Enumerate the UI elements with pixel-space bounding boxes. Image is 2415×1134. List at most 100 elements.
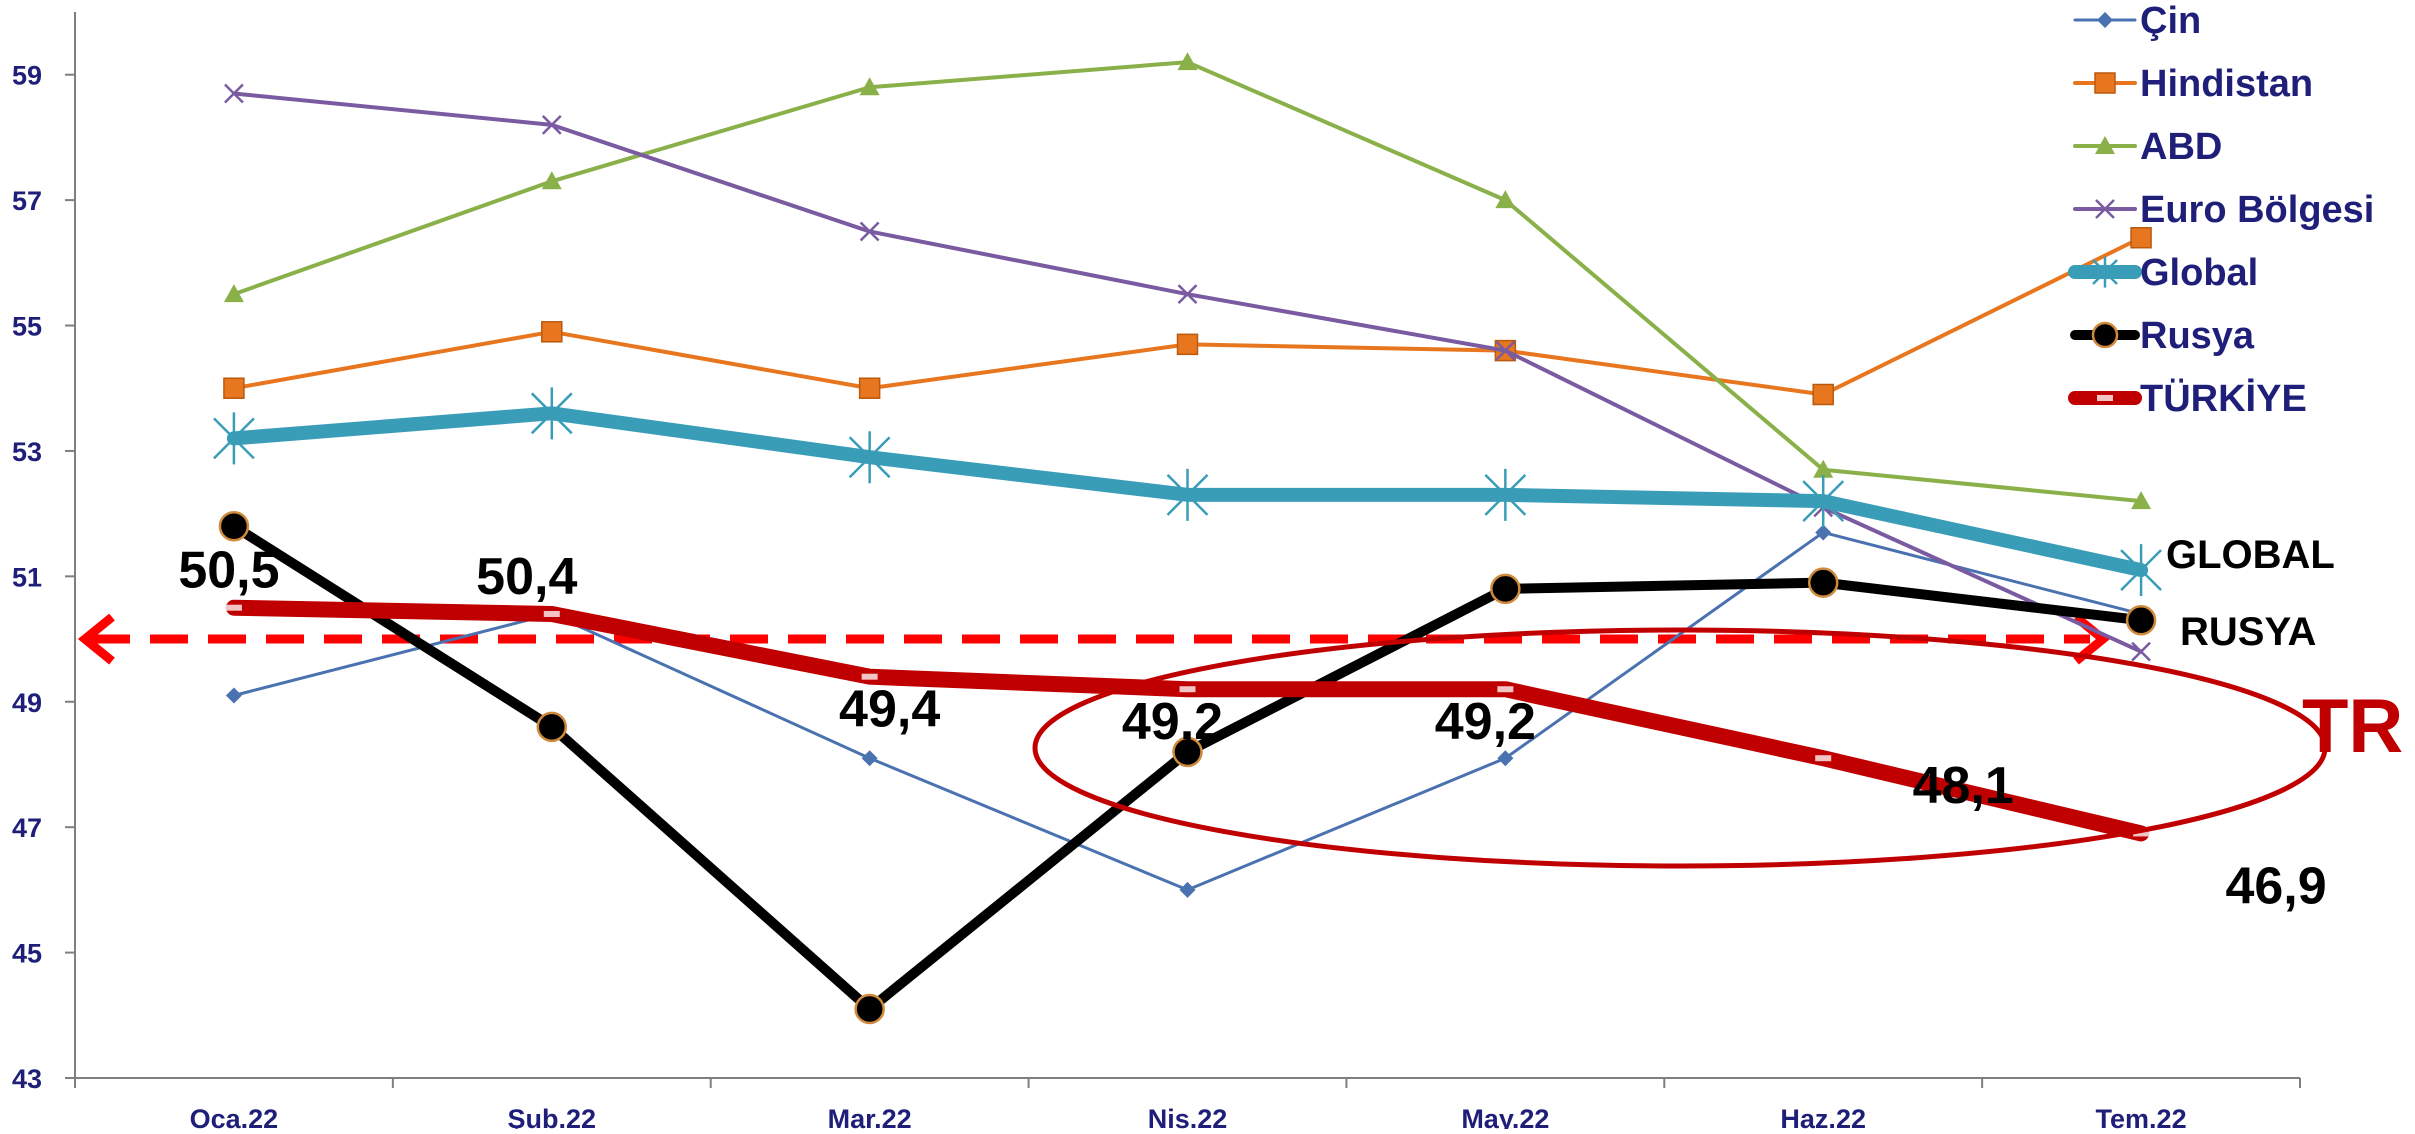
data-point-t-rki-ye [543, 610, 560, 617]
y-tick-label: 59 [12, 61, 42, 91]
data-point-euro-b-lgesi [1177, 284, 1198, 305]
y-tick-label: 51 [12, 562, 42, 592]
tr-highlight-ellipse [1032, 627, 2328, 869]
tr-data-label: 46,9 [2225, 857, 2326, 915]
data-point-abd [541, 171, 562, 190]
x-tick-label: Şub.22 [508, 1104, 597, 1129]
legend-label: Global [2140, 252, 2258, 294]
data-point-t-rki-ye [1179, 686, 1196, 693]
data-point-hindistan [2130, 226, 2152, 249]
y-tick-label: 45 [12, 939, 42, 969]
data-point-global [1484, 468, 1527, 521]
legend-label: ABD [2140, 126, 2222, 168]
legend-label: Rusya [2140, 315, 2255, 357]
data-point--in [1179, 881, 1196, 898]
y-tick-label: 57 [12, 186, 42, 216]
global-end-label: GLOBAL [2166, 533, 2335, 577]
legend-label: Euro Bölgesi [2140, 189, 2374, 231]
x-tick-label: Nis.22 [1148, 1104, 1228, 1129]
data-point-global [1802, 475, 1845, 528]
series-line-hindistan [231, 235, 2144, 397]
data-point-rusya [1807, 567, 1839, 598]
tr-data-label: 49,2 [1122, 693, 1223, 751]
series-abd [223, 52, 2152, 510]
y-tick-label: 55 [12, 312, 42, 342]
data-point--in [225, 687, 242, 704]
series-t-rki-ye [225, 599, 2150, 842]
data-point-rusya [218, 510, 250, 542]
data-point-euro-b-lgesi [859, 221, 880, 242]
series-line-abd [231, 60, 2144, 504]
legend-marker [2092, 256, 2118, 288]
legend-marker [2091, 321, 2119, 349]
data-point-global [848, 431, 891, 484]
legend-label: Hindistan [2140, 63, 2313, 105]
axes-layer: 43 45 47 49 51 53 55 57 59 Oca.22 Şub.22 Mar.22 Nis.… [12, 12, 2301, 1134]
data-point-t-rki-ye [1815, 755, 1832, 762]
legend-label: TÜRKİYE [2140, 377, 2307, 420]
tr-data-label: 50,5 [178, 542, 279, 600]
series-hindistan [223, 226, 2152, 406]
data-point-hindistan [1812, 383, 1834, 406]
data-point--in [1497, 750, 1514, 767]
data-point-hindistan [541, 321, 563, 343]
data-point-euro-b-lgesi [541, 114, 562, 135]
data-point-abd [223, 284, 244, 303]
legend-marker [2095, 199, 2115, 219]
series-rusya [218, 510, 2157, 1025]
data-point-t-rki-ye [1497, 686, 1514, 693]
data-point--in [861, 750, 878, 767]
legend-marker [2094, 72, 2116, 94]
data-point-rusya [854, 993, 885, 1025]
data-point-t-rki-ye [861, 673, 878, 680]
data-point-t-rki-ye [225, 604, 242, 611]
x-tick-label: Haz.22 [1780, 1104, 1866, 1129]
x-tick-label: May.22 [1461, 1104, 1549, 1129]
data-point-euro-b-lgesi [224, 83, 244, 104]
tr-annotation: TR [2302, 684, 2403, 769]
tr-data-label: 50,4 [476, 548, 577, 606]
y-tick-label: 43 [12, 1064, 42, 1094]
reference-arrow-left [77, 613, 115, 665]
data-point-t-rki-ye [2133, 830, 2150, 837]
y-tick-label: 47 [12, 813, 42, 843]
x-tick-label: Mar.22 [828, 1104, 912, 1129]
data-point-rusya [1490, 573, 1521, 605]
data-point--in [1815, 524, 1832, 541]
data-point-abd [1495, 190, 1516, 209]
data-point-euro-b-lgesi [1495, 340, 1516, 361]
data-point-global [2120, 544, 2162, 597]
series-layer [213, 52, 2162, 1025]
tr-data-label: 49,4 [839, 681, 940, 739]
y-tick-label: 53 [12, 437, 42, 467]
data-point-hindistan [223, 377, 245, 399]
data-point-rusya [1172, 736, 1203, 768]
legend-label: Çin [2140, 0, 2201, 42]
legend-marker [2097, 395, 2113, 401]
series-global [213, 387, 2162, 597]
y-tick-label: 49 [12, 688, 42, 718]
data-point-rusya [2125, 604, 2157, 636]
data-point-abd [2131, 491, 2152, 510]
x-tick-label: Oca.22 [190, 1104, 279, 1129]
data-point-abd [1177, 52, 1198, 71]
data-point-rusya [536, 711, 568, 743]
data-point-abd [859, 77, 880, 96]
legend-marker [2095, 136, 2115, 154]
data-point-hindistan [1176, 333, 1199, 356]
tr-data-label: 49,2 [1435, 693, 1536, 751]
data-point-global [213, 412, 255, 465]
data-point-abd [1813, 459, 1834, 478]
rusya-end-label: RUSYA [2180, 610, 2316, 654]
data-point-global [1166, 468, 1209, 521]
data-point-global [530, 387, 573, 440]
legend: Çin Hindistan ABD Euro Bölgesi Global Rusya TÜ… [2068, 0, 2374, 420]
data-label-layer: 50,5 50,4 49,4 49,2 49,2 48,1 46,9 [178, 542, 2326, 916]
data-point-hindistan [858, 377, 881, 399]
x-tick-label: Tem.22 [2096, 1104, 2187, 1129]
data-point-euro-b-lgesi [2131, 641, 2151, 662]
tr-data-label: 48,1 [1913, 757, 2014, 815]
legend-marker [2097, 12, 2113, 28]
